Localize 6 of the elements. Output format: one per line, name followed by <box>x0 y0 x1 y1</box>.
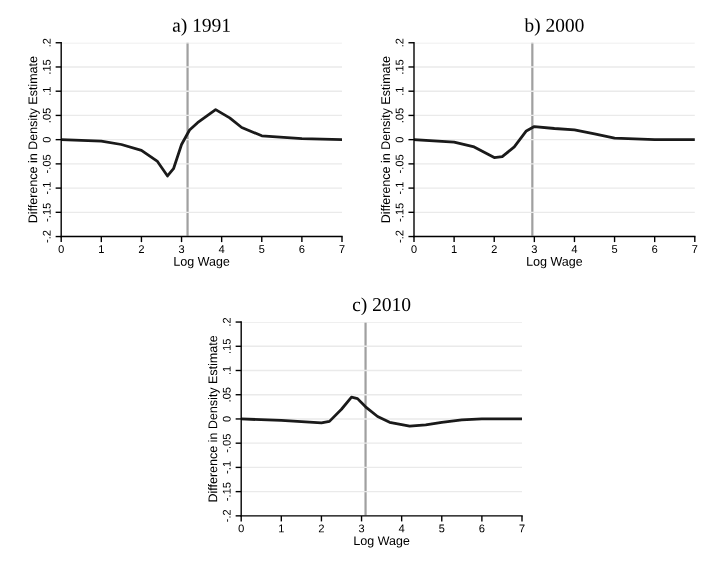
line-series <box>414 125 695 159</box>
chart-title: b) 2000 <box>524 18 584 36</box>
chart-title: a) 1991 <box>172 18 230 36</box>
line-series <box>61 108 342 178</box>
chart-title: c) 2010 <box>352 297 411 316</box>
line-series <box>241 395 522 428</box>
